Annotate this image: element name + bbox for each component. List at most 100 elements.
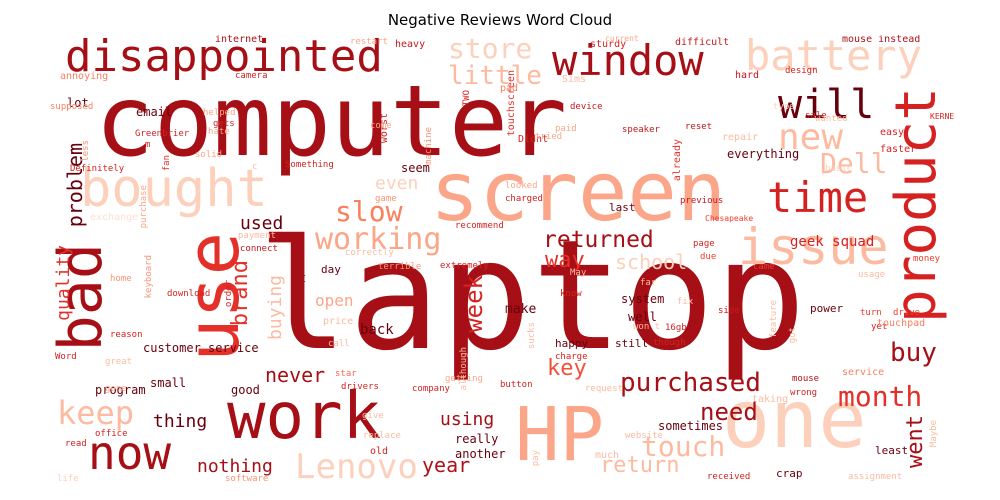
word-already: already	[672, 139, 683, 182]
word-chesapeake: Chesapeake	[705, 214, 754, 223]
word-buying: buying	[265, 275, 286, 341]
word-may: May	[570, 268, 587, 278]
word-good: good	[231, 383, 260, 397]
word-great: great	[105, 357, 133, 367]
word-key: key	[547, 356, 587, 381]
word-new: new	[778, 117, 844, 158]
word-current: current	[605, 35, 639, 43]
word-hp: HP	[515, 392, 605, 478]
word-office: office	[95, 429, 128, 439]
word-day: day	[321, 263, 341, 276]
word-usage: usage	[858, 270, 886, 280]
word-kernel: KERNEL	[930, 112, 955, 121]
word-side: side	[718, 306, 740, 316]
word-return: return	[600, 453, 680, 478]
word-exchange: exchange	[90, 212, 139, 223]
word-feature: feature	[769, 300, 779, 338]
word-money: money	[913, 254, 941, 264]
word-terrible: terrible	[378, 262, 422, 272]
word-much: much	[595, 450, 620, 461]
word-buy: buy	[890, 338, 937, 368]
word-star: star	[335, 369, 357, 379]
word-never: never	[265, 363, 326, 387]
word-camera: camera	[235, 71, 268, 81]
word-keyboard: keyboard	[144, 255, 154, 299]
word-old: old	[370, 446, 389, 457]
word-lot: lot	[67, 96, 89, 110]
word-getting: getting	[445, 374, 483, 384]
word-reset: reset	[685, 122, 713, 132]
word-looked: looked	[505, 181, 538, 191]
word-well: well	[628, 310, 657, 324]
word-company: company	[412, 384, 450, 394]
word-month: month	[838, 380, 923, 413]
word-pay: pay	[531, 450, 541, 467]
word-button: button	[500, 380, 533, 390]
word-still: still	[615, 337, 649, 350]
word-word: Word	[55, 352, 77, 362]
word-quality: quality	[53, 245, 74, 321]
word-sometimes: sometimes	[658, 419, 724, 433]
word-geek-squad: geek squad	[790, 234, 875, 250]
word-although: although	[459, 347, 469, 391]
word-reason: reason	[110, 330, 143, 340]
word-mouse-instead: mouse instead	[842, 35, 921, 45]
word-connect: connect	[240, 244, 278, 254]
word-far: far	[640, 278, 657, 288]
word-two: TWO	[462, 90, 472, 107]
word-fix: fix	[677, 297, 694, 307]
word-way: way	[545, 248, 585, 273]
word-greenbrier: Greenbrier	[135, 129, 190, 139]
word-slow: slow	[335, 195, 403, 228]
word-software: software	[225, 474, 269, 484]
word-screen: screen	[430, 145, 727, 240]
word-download: download	[167, 289, 211, 299]
word-heavy: heavy	[395, 39, 426, 50]
word-drivers: drivers	[341, 382, 379, 392]
word-computer: computer	[95, 65, 568, 179]
word-issue: issue	[738, 218, 889, 276]
word-happy: happy	[555, 337, 589, 350]
word-sucks: sucks	[527, 322, 537, 350]
word-dell: Dell	[820, 147, 888, 180]
word-home: home	[110, 274, 132, 284]
word-16gb: 16gb	[665, 323, 687, 333]
word-working: working	[315, 222, 442, 257]
word-year: year	[422, 453, 471, 477]
word-faster: faster	[880, 144, 917, 155]
word-returned: returned	[543, 227, 654, 253]
word-maybe: Maybe	[929, 420, 939, 448]
word-work: work	[227, 380, 382, 454]
word-bought: bought	[80, 159, 268, 219]
word-charged: charged	[505, 194, 543, 204]
word-now: now	[88, 426, 172, 480]
word-difficult: difficult	[675, 37, 730, 48]
word-back: back	[360, 322, 394, 338]
word-give: give	[362, 411, 384, 421]
word-price: price	[323, 316, 354, 327]
word-will: will	[778, 82, 875, 128]
word-using: using	[440, 409, 495, 430]
word-small: small	[150, 376, 187, 390]
word-come: come	[370, 121, 392, 131]
word-c: c	[252, 162, 258, 172]
word-got: got	[788, 327, 798, 344]
word-internet: internet	[215, 35, 264, 45]
word-need: need	[700, 398, 758, 426]
word-drive: drive	[893, 308, 921, 318]
word-week: week	[460, 275, 488, 333]
word-though: though	[653, 338, 686, 348]
word-store: store	[448, 35, 533, 65]
word-another: another	[455, 447, 506, 461]
word-hate: hate	[208, 127, 230, 137]
word-extremely: extremely	[440, 261, 489, 271]
word-payment: payment	[238, 231, 276, 241]
word-wrong: wrong	[790, 388, 818, 398]
word-call: call	[328, 339, 350, 349]
word-request: request	[585, 384, 623, 394]
word-system: system	[621, 292, 665, 306]
word-restart: restart	[350, 37, 388, 47]
word-yet: yet	[871, 322, 888, 332]
word-tried: tried	[535, 132, 563, 142]
word-paid: paid	[555, 124, 577, 134]
